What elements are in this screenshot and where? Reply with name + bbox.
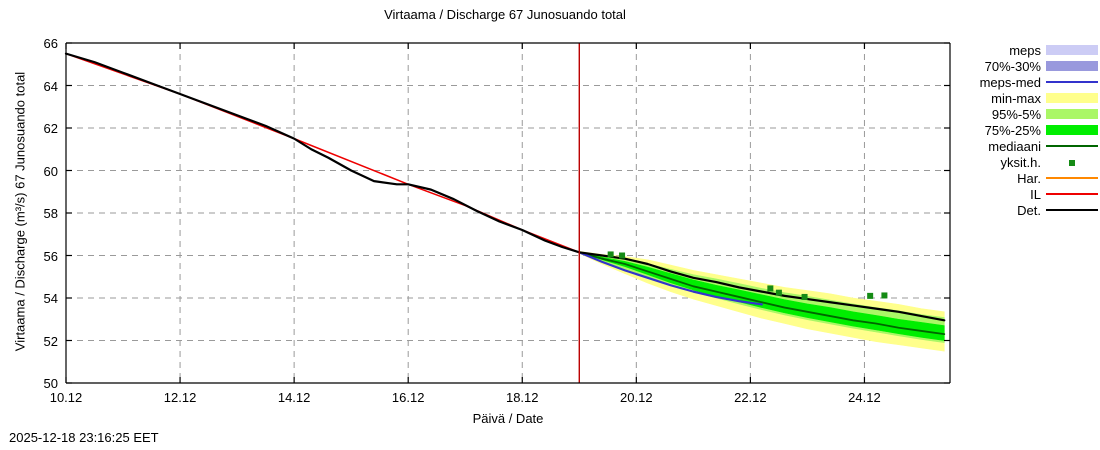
legend-item-swatch	[1046, 171, 1098, 185]
legend-item-label: meps	[1009, 42, 1041, 58]
marker-yksit-h	[867, 292, 874, 299]
marker-yksit-h	[619, 252, 626, 259]
legend-item-70-30[interactable]: 70%-30%	[958, 58, 1098, 74]
legend-item-det[interactable]: Det.	[958, 202, 1098, 218]
marker-yksit-h	[881, 292, 888, 299]
series-line-Det	[64, 52, 946, 322]
swatch-band	[1046, 93, 1098, 103]
x-axis-title: Päivä / Date	[472, 411, 544, 426]
y-tick-label: 64	[43, 78, 58, 94]
legend-item-har[interactable]: Har.	[958, 170, 1098, 186]
y-tick-label: 50	[43, 376, 58, 391]
marker-yksit-h	[767, 285, 774, 292]
legend-item-mediaani[interactable]: mediaani	[958, 138, 1098, 154]
legend-item-label: 95%-5%	[991, 106, 1041, 122]
swatch-line	[1046, 81, 1098, 83]
legend-item-meps-med[interactable]: meps-med	[958, 74, 1098, 90]
legend-item-il[interactable]: IL	[958, 186, 1098, 202]
legend-item-swatch	[1046, 91, 1098, 105]
legend-item-75-25[interactable]: 75%-25%	[958, 122, 1098, 138]
swatch-line	[1046, 193, 1098, 195]
swatch-line	[1046, 145, 1098, 147]
y-tick-label: 52	[43, 333, 58, 349]
legend-item-swatch	[1046, 123, 1098, 137]
series-line-mediaani	[578, 251, 946, 336]
legend-item-label: meps-med	[979, 74, 1041, 90]
marker-yksit-h	[607, 251, 614, 258]
swatch-band	[1046, 45, 1098, 55]
legend-item-swatch	[1046, 59, 1098, 73]
y-tick-label: 54	[43, 291, 58, 306]
chart-legend: meps 70%-30% meps-med min-max 95%-5% 75%-25% m…	[958, 42, 1098, 218]
marker-yksit-h	[801, 293, 808, 300]
y-tick-label: 58	[43, 206, 58, 221]
legend-item-swatch	[1046, 187, 1098, 201]
legend-item-label: Det.	[1017, 202, 1041, 218]
legend-item-swatch	[1046, 107, 1098, 121]
legend-item-min-max[interactable]: min-max	[958, 90, 1098, 106]
x-tick-label: 20.12	[620, 390, 653, 405]
x-tick-label: 16.12	[391, 390, 425, 405]
swatch-band	[1046, 125, 1098, 135]
legend-item-label: min-max	[991, 90, 1041, 106]
legend-item-swatch	[1046, 203, 1098, 217]
legend-item-swatch	[1046, 43, 1098, 57]
x-tick-label: 24.12	[848, 390, 881, 405]
chart-title: Virtaama / Discharge 67 Junosuando total	[384, 7, 626, 22]
swatch-marker	[1069, 160, 1075, 166]
legend-item-label: 70%-30%	[984, 58, 1041, 74]
y-tick-label: 60	[43, 163, 58, 179]
x-tick-label: 10.12	[49, 390, 83, 405]
legend-item-label: 75%-25%	[984, 122, 1041, 138]
swatch-band	[1046, 109, 1098, 119]
legend-item-label: Har.	[1017, 170, 1041, 186]
legend-item-95-5[interactable]: 95%-5%	[958, 106, 1098, 122]
legend-item-swatch	[1046, 155, 1098, 169]
legend-item-meps[interactable]: meps	[958, 42, 1098, 58]
x-tick-label: 22.12	[734, 390, 767, 405]
y-tick-label: 62	[43, 121, 58, 136]
legend-item-swatch	[1046, 75, 1098, 89]
legend-item-label: IL	[1030, 186, 1041, 202]
legend-item-label: mediaani	[988, 138, 1041, 154]
swatch-line	[1046, 209, 1098, 211]
x-tick-label: 12.12	[163, 390, 197, 405]
swatch-band	[1046, 61, 1098, 71]
legend-item-swatch	[1046, 139, 1098, 153]
y-tick-label: 66	[43, 36, 58, 51]
swatch-line	[1046, 177, 1098, 179]
y-tick-label: 56	[43, 248, 58, 264]
legend-item-yksith[interactable]: yksit.h.	[958, 154, 1098, 170]
legend-item-label: yksit.h.	[1000, 154, 1041, 170]
x-tick-label: 18.12	[505, 390, 539, 405]
series-line-meps-med	[578, 251, 763, 306]
x-tick-label: 14.12	[277, 390, 311, 405]
timestamp-label: 2025-12-18 23:16:25 EET	[9, 430, 159, 445]
marker-yksit-h	[775, 289, 782, 296]
